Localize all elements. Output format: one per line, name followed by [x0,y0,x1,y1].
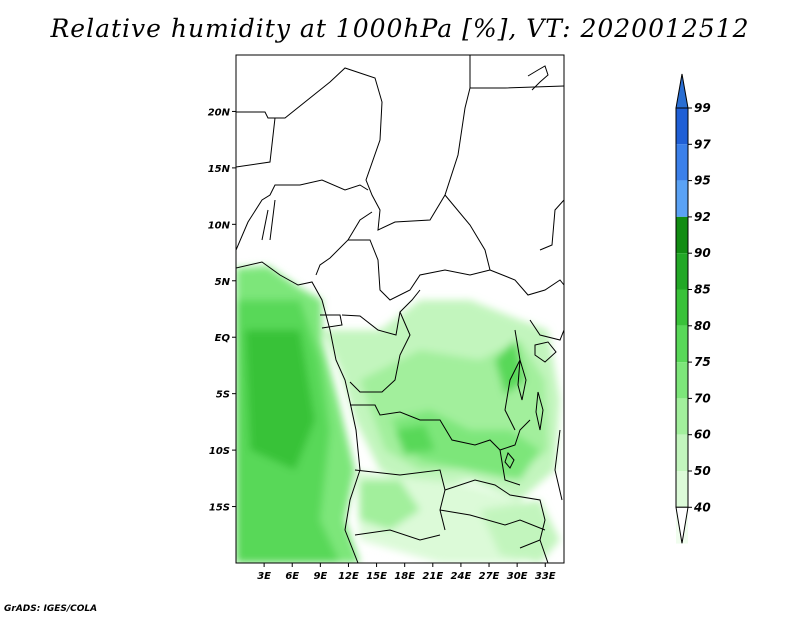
colorbar-swatch [676,144,688,181]
colorbar-swatch [676,362,688,399]
colorbar-label: 75 [694,355,711,369]
lat-tick-label: 15N [208,164,231,175]
lat-tick-label: 5N [215,277,231,288]
colorbar-label: 92 [694,210,711,224]
colorbar-top-arrow [675,73,689,109]
colorbar-swatch [676,216,688,254]
colorbar-label: 97 [694,137,711,151]
colorbar-swatch [676,325,688,363]
map-frame [235,54,565,564]
lon-tick-label: 12E [338,571,359,582]
humidity-field [236,55,564,563]
colorbar-label: 90 [694,246,711,260]
lon-tick-label: 24E [451,571,472,582]
lat-tick-label: 5S [216,390,230,401]
colorbar-swatch [676,108,688,145]
colorbar: 99 97 95 92 90 85 80 75 70 60 50 40 [675,73,711,544]
colorbar-label: 95 [694,174,711,188]
lon-tick-label: 27E [479,571,500,582]
lat-tick-label: 15S [209,503,230,514]
lon-tick-label: 18E [394,571,415,582]
lon-tick-label: 6E [285,571,299,582]
colorbar-label: 80 [694,319,711,333]
colorbar-label: 85 [694,283,711,297]
latitude-axis: 20N 15N 10N 5N EQ 5S 10S 15S [208,107,236,514]
colorbar-label: 60 [694,428,711,442]
colorbar-swatch [676,289,688,326]
credit-text: GrADS: IGES/COLA [4,604,98,614]
country-borders [236,55,564,563]
lon-tick-label: 9E [313,571,327,582]
colorbar-label: 50 [694,464,711,478]
colorbar-label: 99 [694,101,711,115]
lat-tick-label: 20N [208,107,231,118]
lon-tick-label: 3E [257,571,271,582]
colorbar-swatch [676,398,688,435]
lon-tick-label: 30E [507,571,528,582]
lat-tick-label: EQ [215,333,231,344]
lat-tick-label: 10N [208,220,231,231]
chart-title: Relative humidity at 1000hPa [%], VT: 20… [50,14,750,43]
colorbar-swatch [676,253,688,290]
colorbar-bottom-arrow [675,506,689,544]
lon-tick-label: 33E [535,571,556,582]
colorbar-swatch [676,434,688,471]
colorbar-swatch [676,180,688,217]
lon-tick-label: 21E [422,571,443,582]
colorbar-swatch [676,471,688,508]
longitude-axis: 3E 6E 9E 12E 15E 18E 21E 24E 27E 30E 33E [257,563,556,582]
colorbar-label: 40 [693,500,711,514]
colorbar-label: 70 [694,391,711,405]
lat-tick-label: 10S [209,446,230,457]
lon-tick-label: 15E [366,571,387,582]
